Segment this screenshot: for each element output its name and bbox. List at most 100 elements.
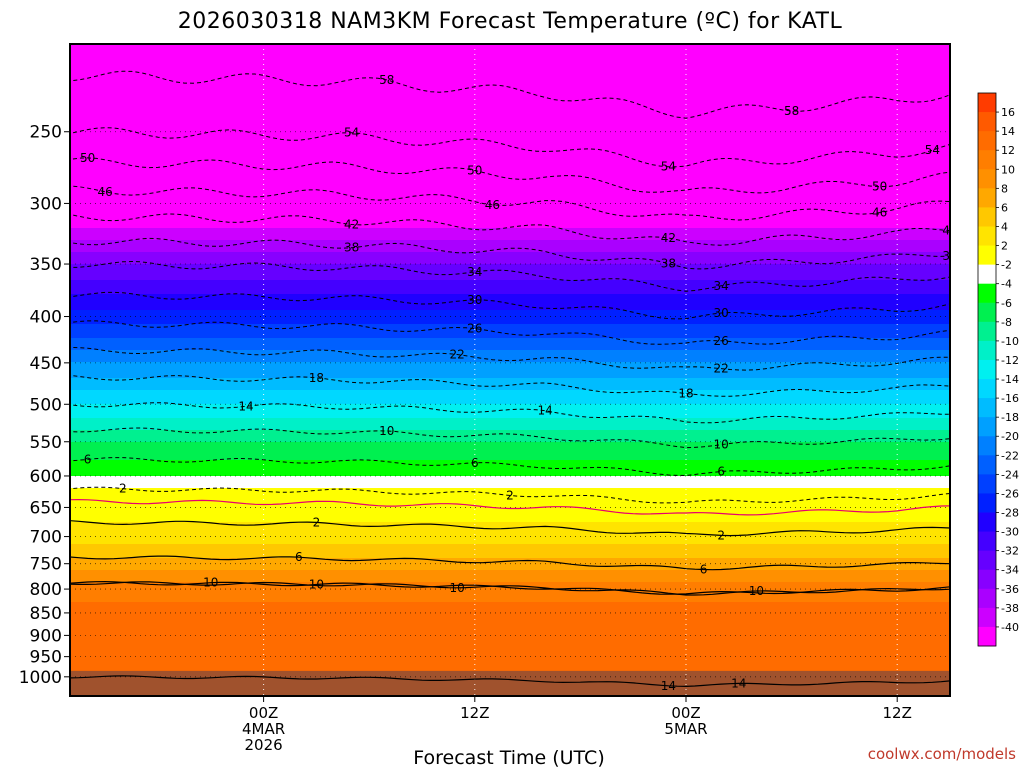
field-cell — [70, 300, 950, 303]
field-cell — [70, 292, 950, 295]
field-cell — [70, 168, 950, 171]
field-cell — [70, 420, 950, 423]
field-cell — [70, 520, 950, 523]
field-cell — [70, 246, 950, 249]
field-cell — [70, 526, 950, 529]
y-tick-label: 450 — [30, 354, 62, 374]
field-cell — [70, 250, 950, 253]
field-cell — [70, 372, 950, 375]
field-cell — [70, 422, 950, 425]
field-cell — [70, 352, 950, 355]
field-cell — [70, 644, 950, 647]
field-cell — [70, 48, 950, 51]
field-cell — [70, 304, 950, 307]
contour-label: 2 — [717, 528, 725, 542]
colorbar-label: -32 — [1001, 545, 1019, 558]
field-cell — [70, 496, 950, 499]
colorbar-label: -14 — [1001, 373, 1019, 386]
colorbar-label: 16 — [1001, 106, 1015, 119]
field-cell — [70, 426, 950, 429]
field-cell — [70, 278, 950, 281]
field-cell — [70, 90, 950, 93]
field-cell — [70, 108, 950, 111]
field-cell — [70, 574, 950, 577]
colorbar-swatch — [978, 150, 996, 170]
contour-label: 42 — [661, 231, 676, 245]
field-cell — [70, 648, 950, 651]
field-cell — [70, 608, 950, 611]
field-cell — [70, 356, 950, 359]
contour-label: 50 — [872, 180, 887, 194]
field-cell — [70, 122, 950, 125]
field-cell — [70, 136, 950, 139]
contour-label: 2 — [313, 515, 321, 529]
field-cell — [70, 664, 950, 667]
field-cell — [70, 640, 950, 643]
field-cell — [70, 124, 950, 127]
y-tick-label: 400 — [30, 308, 62, 328]
field-cell — [70, 160, 950, 163]
field-cell — [70, 516, 950, 519]
contour-label: 2 — [119, 482, 127, 496]
colorbar-label: 2 — [1001, 240, 1008, 253]
field-cell — [70, 164, 950, 167]
colorbar-label: -34 — [1001, 564, 1019, 577]
colorbar-label: 12 — [1001, 144, 1015, 157]
field-cell — [70, 568, 950, 571]
colorbar-swatch — [978, 207, 996, 227]
contour-label: 38 — [344, 241, 359, 255]
contour-label: 38 — [942, 249, 957, 263]
field-cell — [70, 192, 950, 195]
colorbar-label: -36 — [1001, 583, 1019, 596]
colorbar-label: -16 — [1001, 392, 1019, 405]
field-cell — [70, 338, 950, 341]
field-cell — [70, 46, 950, 49]
contour-line — [70, 127, 950, 168]
field-cell — [70, 654, 950, 657]
colorbar-label: -40 — [1001, 621, 1019, 634]
field-cell — [70, 270, 950, 273]
field-cell — [70, 400, 950, 403]
field-cell — [70, 650, 950, 653]
field-cell — [70, 646, 950, 649]
colorbar-swatch — [978, 607, 996, 628]
field-cell — [70, 616, 950, 619]
field-cell — [70, 562, 950, 565]
colorbar-swatch — [978, 245, 996, 266]
field-cell — [70, 508, 950, 511]
contour-line — [70, 457, 950, 477]
contour-label: 50 — [80, 151, 95, 165]
colorbar-swatch — [978, 379, 996, 399]
field-cell — [70, 614, 950, 617]
field-cell — [70, 96, 950, 99]
contour-line — [70, 374, 950, 397]
field-cell — [70, 528, 950, 531]
field-cell — [70, 470, 950, 473]
field-cell — [70, 450, 950, 453]
contour-label: 10 — [450, 581, 465, 595]
colorbar-swatch — [978, 626, 996, 647]
contour-label: 42 — [942, 224, 957, 238]
field-cell — [70, 56, 950, 59]
field-cell — [70, 592, 950, 595]
y-axis: 2503003504004505005506006507007508008509… — [19, 123, 70, 688]
field-cell — [70, 180, 950, 183]
contour-label: 10 — [379, 424, 394, 438]
field-cell — [70, 472, 950, 475]
contour-label: 22 — [450, 348, 465, 362]
field-cell — [70, 78, 950, 81]
field-cell — [70, 566, 950, 569]
field-cell — [70, 452, 950, 455]
field-cell — [70, 154, 950, 157]
field-cell — [70, 580, 950, 583]
field-cell — [70, 476, 950, 479]
field-cell — [70, 448, 950, 451]
contour-label: 42 — [344, 217, 359, 231]
field-cell — [70, 358, 950, 361]
field-cell — [70, 396, 950, 399]
contour-line — [70, 675, 950, 688]
contour-label: 18 — [678, 387, 693, 401]
field-cell — [70, 630, 950, 633]
field-cell — [70, 598, 950, 601]
colorbar-label: -38 — [1001, 602, 1019, 615]
